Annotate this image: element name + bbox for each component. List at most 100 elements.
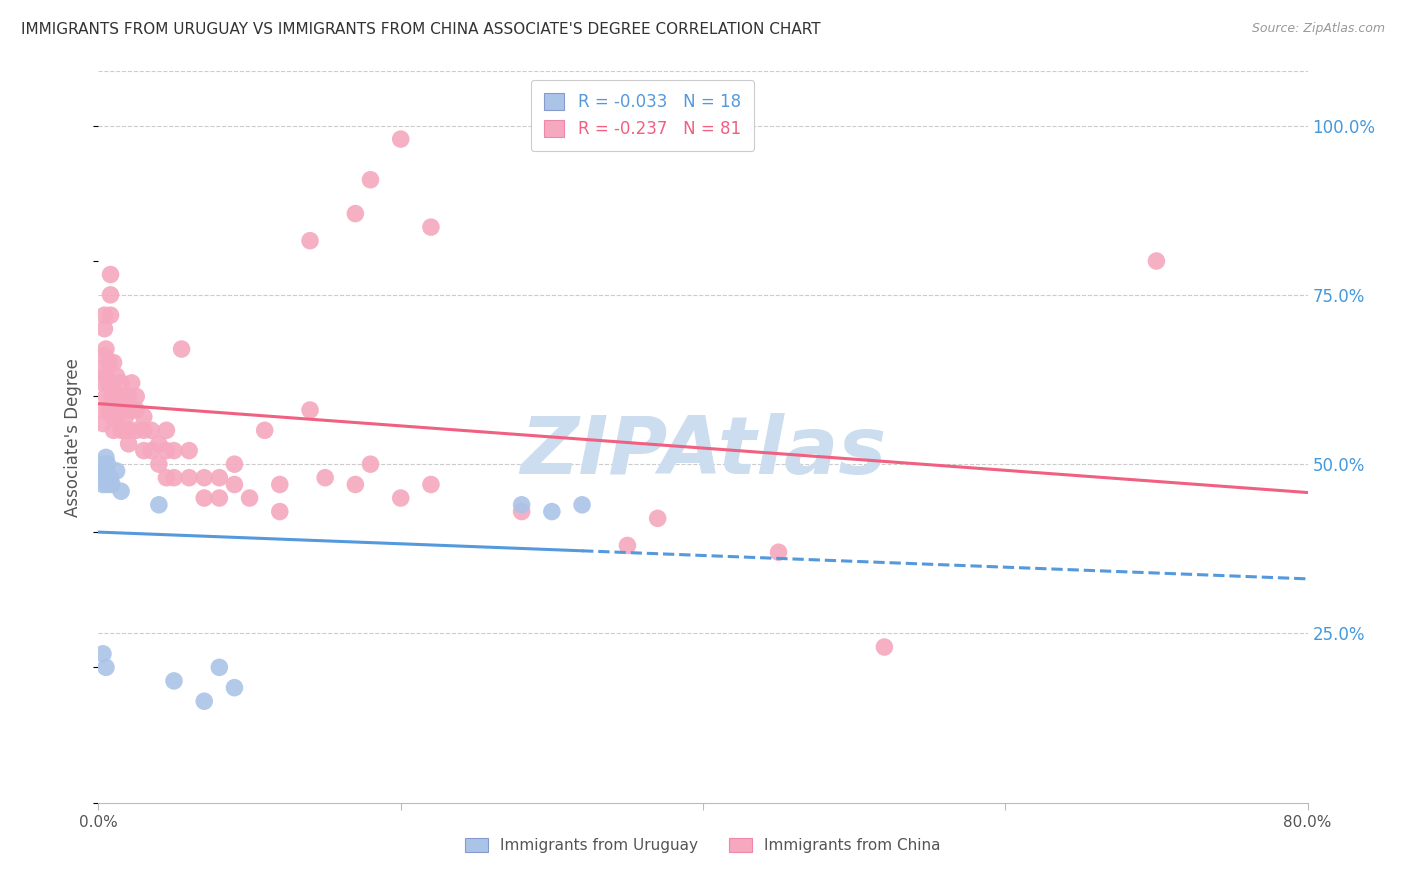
Point [163,673,186,688]
Point [118,389,141,403]
Point [148,498,170,512]
Point [94,450,117,465]
Point [540,505,562,519]
Point [101,389,124,403]
Point [105,464,128,478]
Point [121,376,143,390]
Point [208,491,231,505]
Point [253,423,276,437]
Point [96,477,118,491]
Point [344,206,367,220]
Point [103,376,125,390]
Point [170,342,193,356]
Point [163,471,186,485]
Point [114,423,136,437]
Point [94,464,117,478]
Point [94,369,117,384]
Point [141,423,163,437]
Point [269,505,291,519]
Point [110,484,132,499]
Point [360,172,382,186]
Point [224,457,246,471]
Point [125,403,148,417]
Point [96,457,118,471]
Point [224,681,246,695]
Point [110,423,132,437]
Point [269,477,291,491]
Point [94,660,117,674]
Point [208,471,231,485]
Point [155,471,177,485]
Point [510,498,533,512]
Point [100,288,122,302]
Point [101,409,124,424]
Point [141,443,163,458]
Point [193,491,215,505]
Point [93,322,115,336]
Point [510,505,533,519]
Point [224,477,246,491]
Point [132,409,155,424]
Point [98,376,121,390]
Point [125,423,148,437]
Point [647,511,669,525]
Point [148,437,170,451]
Point [389,132,412,146]
Point [91,362,114,376]
Text: Source: ZipAtlas.com: Source: ZipAtlas.com [1251,22,1385,36]
Point [1144,254,1167,268]
Point [193,471,215,485]
Point [125,389,148,403]
Point [103,355,125,369]
Point [239,491,262,505]
Point [179,443,201,458]
Point [616,538,638,552]
Point [94,389,117,403]
Point [101,477,124,491]
Point [163,443,186,458]
Point [768,545,790,559]
Point [132,443,155,458]
Point [155,443,177,458]
Point [93,349,115,363]
Point [420,220,443,235]
Point [420,477,443,491]
Point [571,498,593,512]
Point [148,457,170,471]
Point [100,308,122,322]
Point [193,694,215,708]
Point [118,423,141,437]
Point [179,471,201,485]
Point [360,457,382,471]
Point [118,403,141,417]
Point [344,477,367,491]
Point [132,423,155,437]
Point [314,471,336,485]
Point [110,403,132,417]
Point [389,491,412,505]
Point [91,647,114,661]
Point [155,423,177,437]
Point [91,477,114,491]
Legend: Immigrants from Uruguay, Immigrants from China: Immigrants from Uruguay, Immigrants from… [458,830,948,861]
Point [110,389,132,403]
Point [98,403,121,417]
Point [93,308,115,322]
Text: IMMIGRANTS FROM URUGUAY VS IMMIGRANTS FROM CHINA ASSOCIATE'S DEGREE CORRELATION : IMMIGRANTS FROM URUGUAY VS IMMIGRANTS FR… [21,22,821,37]
Point [91,403,114,417]
Point [299,403,322,417]
Point [91,464,114,478]
Point [100,268,122,282]
Point [105,409,128,424]
Text: ZIPAtlas: ZIPAtlas [520,413,886,491]
Point [100,471,122,485]
Point [208,660,231,674]
Point [299,234,322,248]
Point [103,423,125,437]
Point [98,355,121,369]
Point [121,403,143,417]
Point [114,409,136,424]
Point [91,471,114,485]
Point [91,457,114,471]
Point [105,369,128,384]
